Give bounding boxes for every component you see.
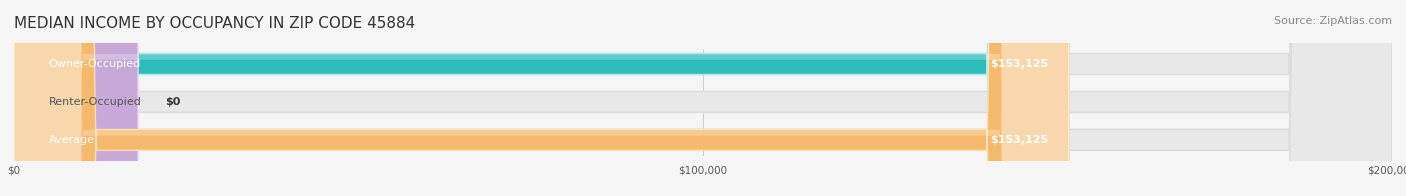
Text: $153,125: $153,125: [990, 135, 1049, 145]
FancyBboxPatch shape: [14, 0, 1069, 196]
FancyBboxPatch shape: [14, 0, 1069, 196]
Text: Renter-Occupied: Renter-Occupied: [48, 97, 142, 107]
Text: MEDIAN INCOME BY OCCUPANCY IN ZIP CODE 45884: MEDIAN INCOME BY OCCUPANCY IN ZIP CODE 4…: [14, 16, 415, 31]
Text: $0: $0: [166, 97, 181, 107]
FancyBboxPatch shape: [14, 0, 1069, 196]
Text: $153,125: $153,125: [990, 59, 1049, 69]
Text: Owner-Occupied: Owner-Occupied: [48, 59, 141, 69]
FancyBboxPatch shape: [14, 0, 1392, 196]
FancyBboxPatch shape: [14, 0, 1392, 196]
FancyBboxPatch shape: [14, 0, 1069, 196]
FancyBboxPatch shape: [14, 0, 138, 196]
FancyBboxPatch shape: [14, 0, 1392, 196]
Text: Source: ZipAtlas.com: Source: ZipAtlas.com: [1274, 16, 1392, 26]
Text: Average: Average: [48, 135, 94, 145]
